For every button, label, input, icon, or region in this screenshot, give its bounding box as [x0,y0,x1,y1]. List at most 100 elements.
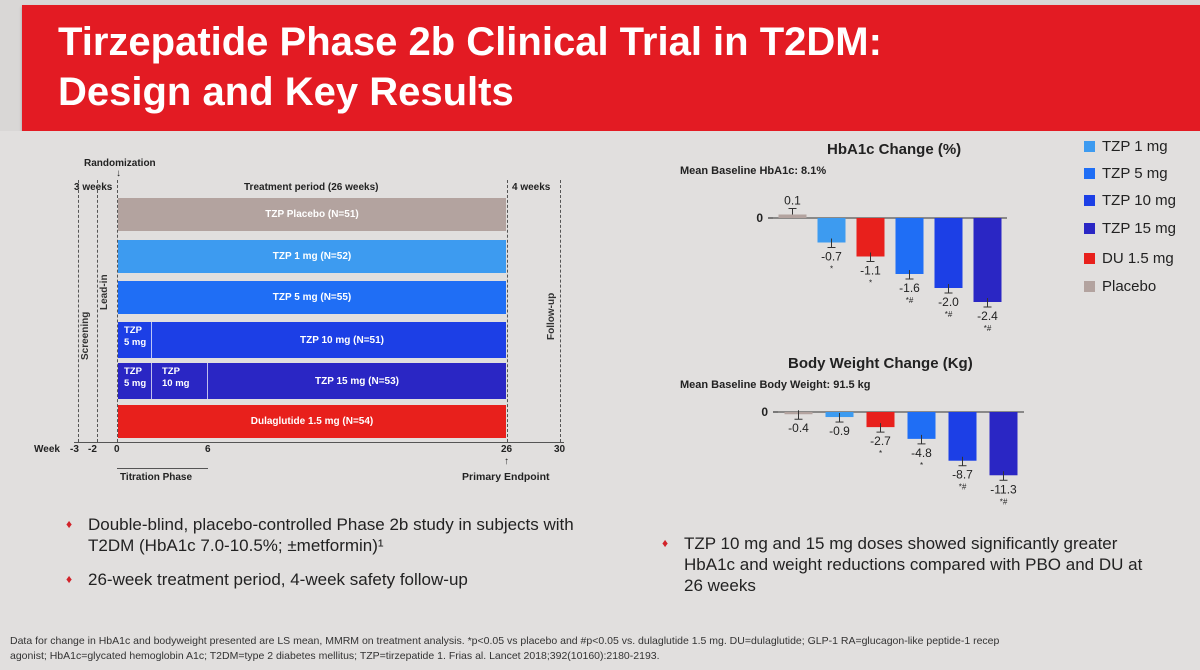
legend-label: DU 1.5 mg [1102,250,1174,267]
titration-phase-label: Titration Phase [120,472,193,483]
legend-label: Placebo [1102,278,1157,295]
week-axis-label: Week [34,444,60,455]
legend-swatch [1084,168,1095,179]
data-label: -0.9 [829,424,850,438]
arm-tzp-1mg: TZP 1 mg (N=52) [118,240,506,273]
chart-title: Body Weight Change (Kg) [788,355,973,372]
lead-in-label: Lead-in [99,274,110,310]
data-label: -2.0 [938,295,959,309]
significance-marker: *# [1000,497,1008,506]
arm-label: TZP 1 mg (N=52) [272,251,352,262]
bar [973,218,1002,302]
data-label: 0.1 [784,194,801,208]
arm-label: TZP 10 mg (N=51) [299,335,384,346]
bullet-text: 26-week treatment period, 4-week safety … [88,570,468,589]
divider-week-26 [507,180,508,442]
up-arrow-icon: ↑ [504,456,509,467]
y-tick-label: 0 [761,405,768,419]
data-label: -0.7 [821,250,842,264]
arm-placebo: TZP Placebo (N=51) [118,198,506,231]
significance-marker: *# [959,483,967,492]
body-weight-chart: Body Weight Change (Kg) Mean Baseline Bod… [680,355,1024,506]
week-tick: -3 [70,444,79,455]
bullet-text: TZP 10 mg and 15 mg doses showed signifi… [684,534,1143,595]
primary-endpoint-label: Primary Endpoint [462,471,550,483]
legend-label: TZP 15 mg [1102,220,1176,237]
titration-segment-10mg: TZP 10 mg [152,363,208,399]
divider-week-30 [560,180,561,442]
arm-tzp-5mg: TZP 5 mg (N=55) [118,281,506,314]
arm-tzp-10mg: TZP 5 mg TZP 10 mg (N=51) [118,322,506,358]
down-arrow-icon: ↓ [116,168,121,179]
week-axis [74,442,564,443]
diamond-bullet-icon: ♦ [66,517,73,531]
data-label: -2.7 [870,434,891,448]
followup-weeks-label: 4 weeks [512,182,551,193]
slide-title-line1: Tirzepatide Phase 2b Clinical Trial in T… [58,20,882,64]
legend-swatch [1084,141,1095,152]
arm-label: TZP 15 mg (N=53) [314,376,399,387]
footnote-line2: agonist; HbA1c=glycated hemoglobin A1c; … [10,650,660,662]
titration-segment-5mg: TZP 5 mg [118,363,152,399]
significance-marker: * [879,449,882,458]
week-tick: 0 [114,444,120,455]
bar [934,218,963,288]
data-label: -11.3 [990,482,1017,496]
follow-up-label: Follow-up [546,292,557,340]
footnote-line1: Data for change in HbA1c and bodyweight … [10,635,1000,647]
bar [817,218,846,243]
data-label: -0.4 [788,421,809,435]
bar [907,412,936,439]
bullet-study-design: ♦ Double-blind, placebo-controlled Phase… [66,514,588,556]
data-label: -8.7 [952,468,973,482]
randomization-label: Randomization [84,158,156,169]
data-label: -2.4 [977,309,998,323]
legend-swatch [1084,281,1095,292]
chart-subtitle: Mean Baseline HbA1c: 8.1% [680,165,826,177]
screening-weeks-label: 3 weeks [74,182,113,193]
week-tick: 30 [554,444,566,455]
significance-marker: * [920,461,923,470]
bar [778,214,807,218]
chart-title: HbA1c Change (%) [827,141,961,158]
arm-label: TZP Placebo (N=51) [265,209,359,220]
legend-swatch [1084,223,1095,234]
legend-label: TZP 1 mg [1102,138,1168,155]
divider-week-0 [117,180,118,442]
week-tick: 26 [501,444,513,455]
legend-swatch [1084,253,1095,264]
data-label: -1.1 [860,264,881,278]
screening-label: Screening [80,311,91,360]
arm-tzp-15mg: TZP 5 mg TZP 10 mg TZP 15 mg (N=53) [118,363,506,399]
arm-label: Dulaglutide 1.5 mg (N=54) [250,416,374,427]
bullet-key-result: ♦ TZP 10 mg and 15 mg doses showed signi… [662,533,1164,596]
legend-swatch [1084,195,1095,206]
week-tick: -2 [88,444,97,455]
week-tick: 6 [205,444,211,455]
y-tick-label: 0 [756,211,763,225]
significance-marker: * [830,265,833,274]
title-banner: Tirzepatide Phase 2b Clinical Trial in T… [22,5,1200,131]
slide-title: Tirzepatide Phase 2b Clinical Trial in T… [58,17,882,117]
significance-marker: *# [984,324,992,333]
slide-title-line2: Design and Key Results [58,70,514,114]
bar [989,412,1018,476]
arm-dulaglutide: Dulaglutide 1.5 mg (N=54) [118,405,506,438]
bar [856,218,885,257]
arm-label: TZP 5 mg (N=55) [272,292,352,303]
legend-label: TZP 10 mg [1102,192,1176,209]
divider-week-minus3 [78,180,79,442]
chart-subtitle: Mean Baseline Body Weight: 91.5 kg [680,379,871,391]
bullet-text: Double-blind, placebo-controlled Phase 2… [88,515,574,555]
bullet-treatment-period: ♦ 26-week treatment period, 4-week safet… [66,569,588,590]
divider-week-minus2 [97,180,98,442]
diamond-bullet-icon: ♦ [662,536,669,550]
legend-label: TZP 5 mg [1102,165,1168,182]
diamond-bullet-icon: ♦ [66,572,73,586]
significance-marker: *# [945,310,953,319]
significance-marker: *# [906,296,914,305]
titration-segment-5mg: TZP 5 mg [118,322,152,358]
data-label: -4.8 [911,446,932,460]
hba1c-chart: HbA1c Change (%)Mean Baseline HbA1c: 8.1… [680,141,1007,333]
bar [948,412,977,461]
